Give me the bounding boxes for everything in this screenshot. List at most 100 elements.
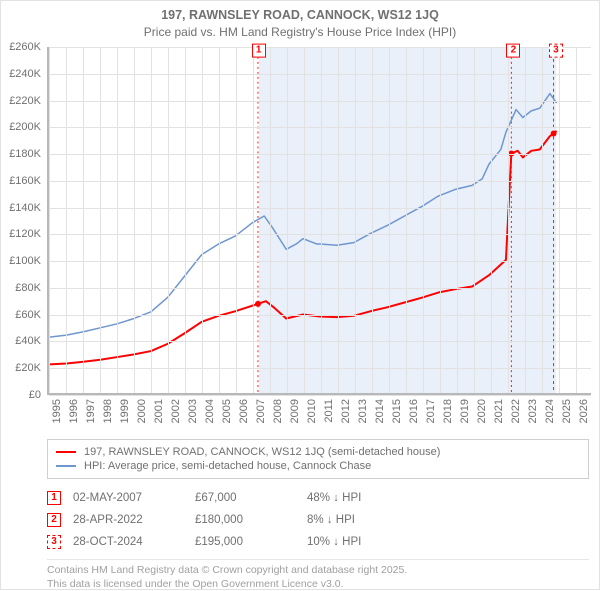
gridline-h	[49, 395, 591, 396]
chart-plot-area: 123	[47, 47, 591, 395]
y-tick-label: £140K	[1, 202, 41, 214]
sales-row: 2 28-APR-2022 £180,000 8% ↓ HPI	[47, 509, 589, 531]
y-tick-label: £20K	[1, 362, 41, 374]
gridline-v	[151, 47, 152, 393]
y-tick-label: £40K	[1, 335, 41, 347]
gridline-h	[49, 261, 591, 262]
x-tick-label: 1999	[119, 399, 131, 423]
gridline-v	[304, 47, 305, 393]
gridline-v	[423, 47, 424, 393]
title-block: 197, RAWNSLEY ROAD, CANNOCK, WS12 1JQ Pr…	[1, 1, 599, 40]
gridline-v	[185, 47, 186, 393]
gridline-v	[321, 47, 322, 393]
sales-row-date: 28-APR-2022	[73, 514, 183, 526]
gridline-h	[49, 154, 591, 155]
x-tick-label: 2025	[561, 399, 573, 423]
sales-row: 328-OCT-2024£195,00010% ↓ HPI	[47, 531, 589, 553]
gridline-v	[576, 47, 577, 393]
x-tick-label: 2023	[527, 399, 539, 423]
gridline-h	[49, 368, 591, 369]
gridline-v	[491, 47, 492, 393]
x-tick-label: 2003	[187, 399, 199, 423]
chart-container: 197, RAWNSLEY ROAD, CANNOCK, WS12 1JQ Pr…	[0, 0, 600, 590]
gridline-v	[270, 47, 271, 393]
sales-row-diff: 48% ↓ HPI	[307, 492, 407, 504]
y-tick-label: £180K	[1, 148, 41, 160]
gridline-h	[49, 74, 591, 75]
gridline-h	[49, 181, 591, 182]
sales-row-price: £195,000	[195, 536, 295, 548]
x-tick-label: 2022	[510, 399, 522, 423]
x-tick-label: 2010	[306, 399, 318, 423]
legend-label: 197, RAWNSLEY ROAD, CANNOCK, WS12 1JQ (s…	[84, 446, 440, 458]
gridline-v	[508, 47, 509, 393]
y-tick-label: £60K	[1, 309, 41, 321]
x-tick-label: 1998	[102, 399, 114, 423]
sales-row-badge: 1	[47, 491, 61, 505]
gridline-v	[253, 47, 254, 393]
gridline-h	[49, 208, 591, 209]
y-tick-label: £260K	[1, 41, 41, 53]
sale-point-dot	[255, 301, 261, 307]
x-tick-label: 2013	[357, 399, 369, 423]
x-tick-label: 2026	[578, 399, 590, 423]
gridline-v	[559, 47, 560, 393]
sales-row-diff: 8% ↓ HPI	[307, 514, 407, 526]
x-tick-label: 2005	[221, 399, 233, 423]
gridline-h	[49, 234, 591, 235]
gridline-v	[49, 47, 50, 393]
gridline-h	[49, 101, 591, 102]
x-tick-label: 1997	[85, 399, 97, 423]
x-tick-label: 1996	[68, 399, 80, 423]
gridline-h	[49, 341, 591, 342]
y-tick-label: £100K	[1, 255, 41, 267]
sales-row-badge: 2	[47, 513, 61, 527]
x-tick-label: 2021	[493, 399, 505, 423]
gridline-v	[542, 47, 543, 393]
bottom-panel: 197, RAWNSLEY ROAD, CANNOCK, WS12 1JQ (s…	[47, 439, 589, 591]
x-tick-label: 2018	[442, 399, 454, 423]
sales-row: 102-MAY-2007£67,00048% ↓ HPI	[47, 487, 589, 509]
gridline-v	[117, 47, 118, 393]
gridline-v	[287, 47, 288, 393]
x-tick-label: 2015	[391, 399, 403, 423]
y-tick-label: £240K	[1, 68, 41, 80]
x-tick-label: 2000	[136, 399, 148, 423]
footer-line-1: Contains HM Land Registry data © Crown c…	[47, 564, 589, 578]
x-tick-label: 2019	[459, 399, 471, 423]
legend-swatch	[56, 465, 76, 467]
gridline-v	[134, 47, 135, 393]
attribution-footer: Contains HM Land Registry data © Crown c…	[47, 559, 589, 591]
gridline-h	[49, 315, 591, 316]
gridline-v	[236, 47, 237, 393]
x-tick-label: 2006	[238, 399, 250, 423]
sales-row-price: £180,000	[195, 514, 295, 526]
y-tick-label: £80K	[1, 282, 41, 294]
sales-row-date: 28-OCT-2024	[73, 536, 183, 548]
gridline-v	[525, 47, 526, 393]
x-tick-label: 1995	[51, 399, 63, 423]
gridline-h	[49, 288, 591, 289]
x-tick-label: 2001	[153, 399, 165, 423]
gridline-v	[338, 47, 339, 393]
x-tick-label: 2008	[272, 399, 284, 423]
legend-row: 197, RAWNSLEY ROAD, CANNOCK, WS12 1JQ (s…	[56, 445, 580, 459]
gridline-v	[355, 47, 356, 393]
chart-subtitle: Price paid vs. HM Land Registry's House …	[1, 24, 599, 40]
gridline-v	[66, 47, 67, 393]
x-tick-label: 2011	[323, 399, 335, 423]
sales-row-price: £67,000	[195, 492, 295, 504]
x-tick-label: 2002	[170, 399, 182, 423]
sale-marker-badge: 3	[549, 44, 563, 58]
gridline-v	[372, 47, 373, 393]
x-tick-label: 2016	[408, 399, 420, 423]
x-tick-label: 2020	[476, 399, 488, 423]
sale-marker-badge: 1	[252, 44, 266, 58]
gridline-v	[202, 47, 203, 393]
chart-title: 197, RAWNSLEY ROAD, CANNOCK, WS12 1JQ	[1, 7, 599, 24]
sales-row-badge: 3	[47, 535, 61, 549]
sale-point-dot	[551, 131, 557, 137]
legend-label: HPI: Average price, semi-detached house,…	[84, 460, 371, 472]
gridline-v	[440, 47, 441, 393]
x-tick-label: 2024	[544, 399, 556, 423]
